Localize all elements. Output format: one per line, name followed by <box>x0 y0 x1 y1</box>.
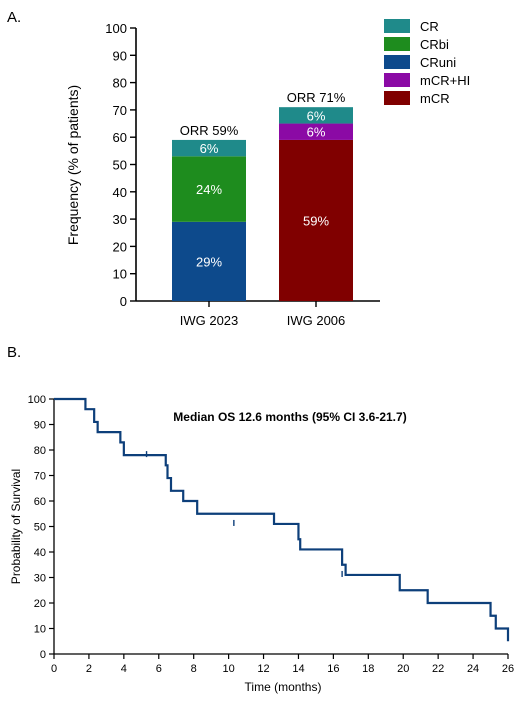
x-tick-label: 18 <box>362 663 374 675</box>
y-tick-label: 0 <box>120 294 127 309</box>
panel-b-label: B. <box>7 344 22 361</box>
x-tick-label: IWG 2023 <box>180 313 239 328</box>
bar-segment <box>172 139 246 157</box>
y-tick-label: 60 <box>113 130 127 145</box>
legend-swatch <box>384 55 410 69</box>
bar-segment <box>279 123 353 140</box>
y-tick-label: 50 <box>34 522 46 534</box>
panel-a-label: A. <box>7 9 22 26</box>
legend-swatch <box>384 73 410 87</box>
bar-value-label: 6% <box>200 141 219 156</box>
y-tick-label: 40 <box>113 185 127 200</box>
bar-segment <box>172 156 246 222</box>
legend-label: CRuni <box>420 55 456 70</box>
y-tick-label: 40 <box>34 547 46 559</box>
bar-segment <box>172 221 246 301</box>
y-tick-label: 10 <box>113 267 127 282</box>
x-tick-label: 24 <box>467 663 479 675</box>
x-tick-label: 6 <box>156 663 162 675</box>
legend-label: mCR+HI <box>420 73 470 88</box>
y-tick-label: 90 <box>113 48 127 63</box>
x-tick-label: 2 <box>86 663 92 675</box>
bar-segment <box>279 107 353 124</box>
stacked-bar-chart: 0 10 20 30 40 50 60 70 80 90 100 Frequency (% of pa… <box>65 19 470 328</box>
chart-title: Median OS 12.6 months (95% CI 3.6-21.7) <box>173 410 406 424</box>
y-tick-label: 30 <box>34 573 46 585</box>
bar-value-label: 6% <box>307 125 326 140</box>
y-tick-label: 0 <box>40 649 46 661</box>
legend-label: CR <box>420 19 439 34</box>
bar-value-label: 6% <box>307 108 326 123</box>
legend-swatch <box>384 37 410 51</box>
y-tick-label: 10 <box>34 624 46 636</box>
bar-value-label: 29% <box>196 254 222 269</box>
x-tick-label: 0 <box>51 663 57 675</box>
x-tick-label: 22 <box>432 663 444 675</box>
legend-label: CRbi <box>420 37 449 52</box>
x-tick-label: 12 <box>257 663 269 675</box>
x-tick-label: 26 <box>502 663 514 675</box>
y-tick-label: 30 <box>113 212 127 227</box>
orr-annotation: ORR 59% <box>180 123 239 138</box>
y-tick-label: 70 <box>113 103 127 118</box>
x-tick-label: 8 <box>191 663 197 675</box>
x-axis-label: Time (months) <box>245 680 322 694</box>
bar-value-label: 59% <box>303 213 329 228</box>
y-axis-label: Probability of Survival <box>9 469 23 584</box>
x-tick-label: IWG 2006 <box>287 313 346 328</box>
survival-curve <box>54 397 510 642</box>
y-tick-label: 100 <box>105 21 127 36</box>
y-tick-label: 80 <box>34 445 46 457</box>
legend-label: mCR <box>420 91 450 106</box>
legend-swatch <box>384 91 410 105</box>
y-tick-label: 20 <box>34 598 46 610</box>
x-tick-label: 10 <box>222 663 234 675</box>
y-tick-label: 20 <box>113 239 127 254</box>
y-tick-label: 80 <box>113 76 127 91</box>
x-tick-label: 20 <box>397 663 409 675</box>
y-axis-label: Frequency (% of patients) <box>65 85 81 245</box>
bar-value-label: 24% <box>196 182 222 197</box>
y-tick-label: 100 <box>28 394 46 406</box>
x-tick-label: 16 <box>327 663 339 675</box>
y-tick-label: 60 <box>34 496 46 508</box>
x-tick-label: 14 <box>292 663 304 675</box>
x-tick-label: 4 <box>121 663 127 675</box>
y-tick-label: 50 <box>113 158 127 173</box>
bar-segment <box>279 139 353 301</box>
orr-annotation: ORR 71% <box>287 90 346 105</box>
legend-swatch <box>384 19 410 33</box>
y-tick-label: 90 <box>34 420 46 432</box>
y-tick-label: 70 <box>34 471 46 483</box>
